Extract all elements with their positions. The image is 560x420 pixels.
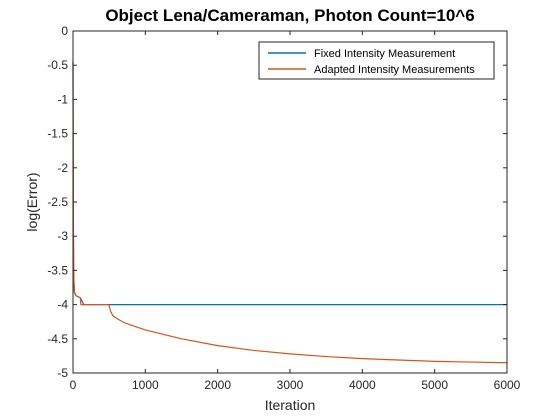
x-tick-label: 0	[70, 378, 77, 392]
y-tick-label: -4	[57, 298, 68, 312]
y-tick-label: -4.5	[47, 332, 68, 346]
plot-area	[73, 31, 507, 373]
y-tick-label: -2	[57, 161, 68, 175]
y-tick-label: -2.5	[47, 195, 68, 209]
x-axis-label: Iteration	[265, 397, 316, 413]
legend-label-fixed-intensity: Fixed Intensity Measurement	[314, 48, 455, 60]
ticks-layer: 0 1000 2000 3000 4000 5000 6000 0 -0.5 -1 -1.5 -2 -2…	[47, 24, 520, 392]
x-tick-label: 1000	[132, 378, 159, 392]
legend-label-adapted-intensity: Adapted Intensity Measurements	[314, 64, 475, 76]
series-line-adapted-intensity	[72, 61, 508, 364]
y-tick-label: -3	[57, 229, 68, 243]
legend-box	[258, 41, 495, 80]
x-tick-label: 4000	[349, 378, 376, 392]
y-tick-label: -1	[57, 92, 68, 106]
x-tick-label: 3000	[277, 378, 304, 392]
plot-background	[73, 31, 507, 373]
x-tick-label: 5000	[421, 378, 448, 392]
y-tick-label: 0	[61, 24, 68, 38]
x-tick-label: 6000	[494, 378, 521, 392]
y-tick-label: -3.5	[47, 263, 68, 277]
y-tick-label: -0.5	[47, 58, 68, 72]
chart-title: Object Lena/Cameraman, Photon Count=10^6	[105, 6, 474, 25]
y-tick-label: -1.5	[47, 127, 68, 141]
legend: Fixed Intensity Measurement Adapted Inte…	[258, 41, 495, 80]
y-tick-label: -5	[57, 366, 68, 380]
series-layer	[72, 61, 508, 364]
y-axis-label: log(Error)	[24, 172, 40, 231]
x-tick-label: 2000	[204, 378, 231, 392]
